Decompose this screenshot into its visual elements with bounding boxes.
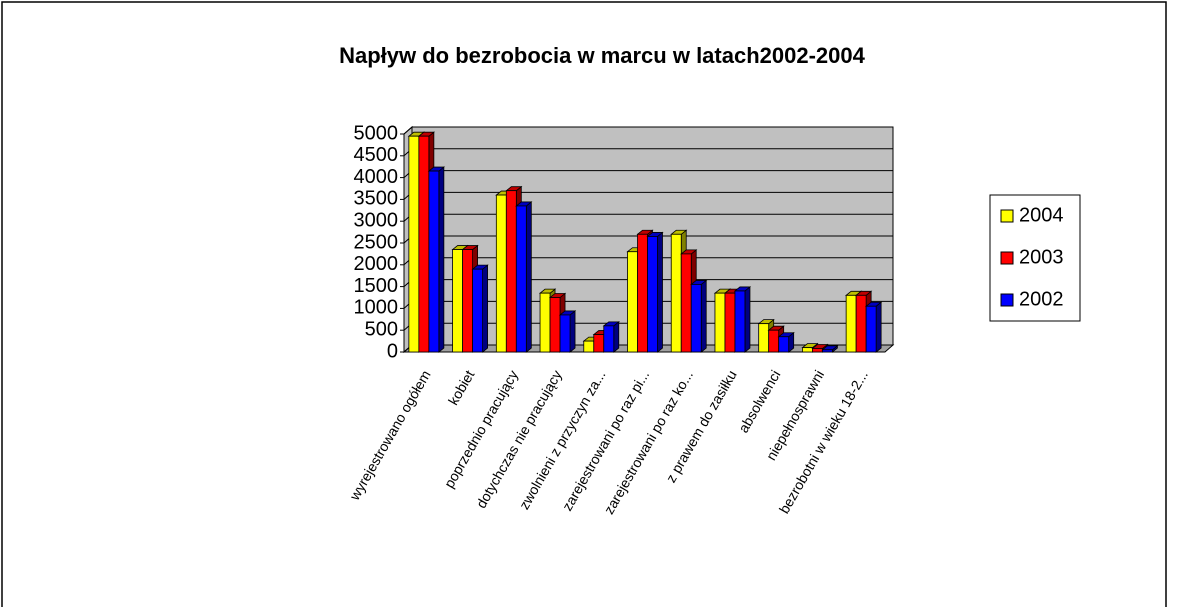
legend-swatch <box>1000 251 1014 265</box>
y-tick-label: 2000 <box>354 253 399 275</box>
bar <box>768 329 780 353</box>
bar <box>758 323 770 353</box>
bar <box>802 347 813 353</box>
bar <box>505 190 517 353</box>
y-tick-label: 2500 <box>354 231 399 253</box>
bar <box>670 233 682 353</box>
bar <box>855 294 867 353</box>
bar-side <box>875 301 882 353</box>
bar <box>539 292 551 353</box>
bar <box>472 268 483 353</box>
bar <box>845 294 857 353</box>
y-tick-label: 0 <box>387 340 398 362</box>
bar <box>690 284 702 353</box>
bar <box>647 236 658 353</box>
y-tick-label: 500 <box>365 318 398 340</box>
chart-title: Napływ do bezrobocia w marcu w latach200… <box>339 43 866 68</box>
bar <box>812 348 823 353</box>
legend-swatch <box>1000 209 1014 223</box>
bar <box>714 292 726 353</box>
bar-side <box>744 286 751 353</box>
bar <box>462 249 473 353</box>
y-tick-label: 5000 <box>354 122 399 144</box>
bar <box>627 251 638 353</box>
bar <box>822 349 833 353</box>
bar <box>593 334 605 353</box>
y-tick-label: 1000 <box>354 297 399 319</box>
bar <box>515 205 527 353</box>
bar-side <box>525 201 532 353</box>
y-tick-label: 3500 <box>354 188 399 210</box>
grid-line <box>403 126 893 135</box>
bar <box>408 135 420 353</box>
bar <box>865 305 877 353</box>
bar-side <box>657 231 663 353</box>
bar <box>637 233 648 353</box>
bar <box>680 253 692 353</box>
bar-side <box>700 279 707 353</box>
bar <box>603 325 615 353</box>
bar <box>734 290 746 353</box>
bar <box>724 292 736 353</box>
y-tick-label: 1500 <box>354 275 399 297</box>
bar <box>778 336 790 353</box>
legend-swatch <box>1000 293 1014 307</box>
y-tick-label: 4000 <box>354 166 399 188</box>
bar-side <box>569 310 576 353</box>
bar <box>559 314 571 353</box>
legend-label: 2003 <box>1019 246 1064 268</box>
bar <box>428 170 440 353</box>
bar <box>452 249 463 353</box>
y-tick-label: 3000 <box>354 209 399 231</box>
bar-side <box>613 321 620 353</box>
y-tick-label: 4500 <box>354 144 399 166</box>
bar <box>549 297 561 353</box>
legend-label: 2004 <box>1019 204 1064 226</box>
bar <box>583 340 595 353</box>
bar-side <box>438 166 445 353</box>
bar <box>418 135 430 353</box>
bar-side <box>482 264 488 353</box>
legend-label: 2002 <box>1019 288 1064 310</box>
bar <box>495 194 507 353</box>
